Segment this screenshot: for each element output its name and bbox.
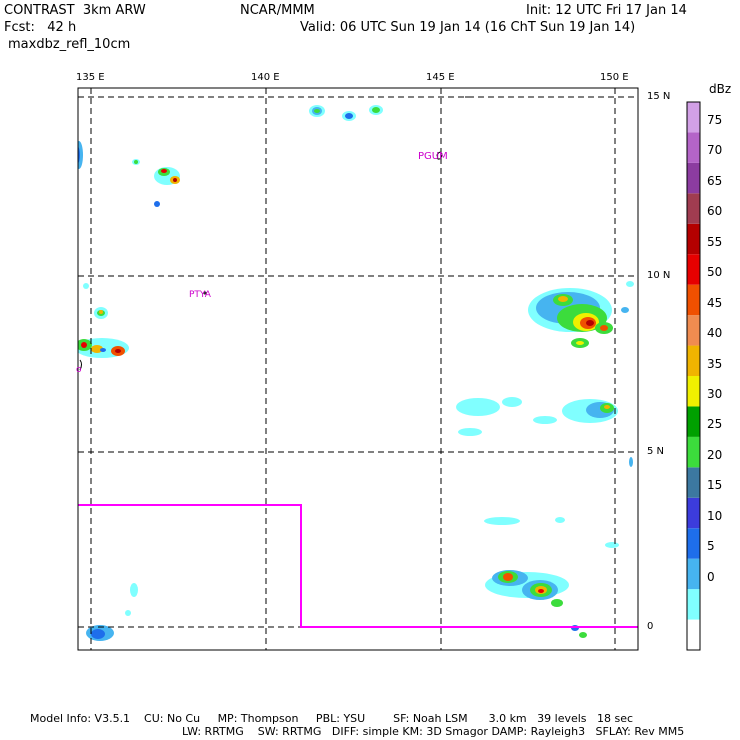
colorbar-tick-label: 25 (707, 417, 723, 432)
colorbar-swatch (687, 193, 700, 224)
colorbar-tick-label: 35 (707, 356, 723, 371)
colorbar-swatch (687, 315, 700, 346)
colorbar-swatch (687, 528, 700, 559)
lat-label-15n: 15 N (647, 91, 671, 102)
colorbar-tick-label: 55 (707, 234, 723, 249)
echo-cell (456, 397, 633, 467)
coastline (79, 96, 470, 371)
colorbar-swatch (687, 223, 700, 255)
colorbar-swatch (687, 619, 700, 650)
lat-label-5n: 5 N (647, 446, 665, 457)
colorbar-tick-label: 10 (707, 508, 723, 523)
colorbar-swatch (687, 102, 700, 133)
echo-cell (78, 141, 180, 207)
header-valid: Valid: 06 UTC Sun 19 Jan 14 (16 ChT Sun … (300, 20, 636, 35)
colorbar-tick-label: 50 (707, 265, 723, 280)
colorbar-swatch (687, 254, 700, 285)
model-info-line1: Model Info: V3.5.1 CU: No Cu MP: Thompso… (30, 712, 634, 725)
colorbar-swatch (687, 436, 700, 468)
colorbar-swatch (687, 132, 700, 163)
echo-cell (528, 281, 634, 348)
header-center: NCAR/MMM (240, 3, 315, 18)
colorbar-tick-label: 0 (707, 569, 715, 584)
header-forecast: Fcst: 42 h (4, 20, 77, 35)
colorbar-swatch (687, 376, 700, 407)
colorbar-tick-label: 70 (707, 143, 723, 158)
colorbar-swatch (687, 467, 700, 498)
colorbar-frame (686, 101, 701, 651)
colorbar-swatch (687, 345, 700, 376)
colorbar-tick-label: 45 (707, 295, 723, 310)
model-info-line2: LW: RRTMG SW: RRTMG DIFF: simple KM: 3D … (182, 725, 685, 738)
lon-label-140: 140 E (251, 72, 280, 83)
graticule (78, 88, 638, 650)
lon-label-150: 150 E (600, 72, 629, 83)
lat-label-0: 0 (647, 621, 654, 632)
echo-cell (86, 583, 138, 641)
colorbar-unit: dBz (709, 82, 732, 96)
header-product: CONTRAST 3km ARW (4, 3, 146, 18)
echo-cell (78, 283, 129, 358)
map-frame (77, 87, 639, 651)
colorbar-swatch (687, 558, 700, 590)
echo-cell (484, 517, 619, 638)
colorbar-swatch (687, 284, 700, 316)
station-marker: o (76, 365, 82, 375)
colorbar-swatch (687, 162, 700, 194)
colorbar-tick-label: 40 (707, 326, 723, 341)
station-label-pgum: PGUM (418, 151, 448, 162)
colorbar-tick-label: 15 (707, 478, 723, 493)
colorbar-swatch (687, 406, 700, 437)
colorbar-tick-label: 75 (707, 113, 723, 127)
station-label-ptya: PTYA (189, 290, 211, 300)
colorbar-tick-label: 5 (707, 539, 715, 554)
header-init: Init: 12 UTC Fri 17 Jan 14 (526, 3, 687, 18)
echo-layer (78, 105, 634, 641)
colorbar-swatch (687, 589, 700, 620)
colorbar-tick-label: 20 (707, 447, 723, 462)
colorbar-tick-label: 30 (707, 387, 723, 401)
lon-label-145: 145 E (426, 72, 455, 83)
colorbar-swatch (687, 497, 700, 529)
colorbar (686, 101, 701, 651)
colorbar-tick-label: 60 (707, 204, 723, 219)
lat-label-10n: 10 N (647, 270, 671, 281)
colorbar-tick-label: 65 (707, 173, 723, 188)
lon-label-135: 135 E (76, 72, 105, 83)
echo-cell (309, 105, 383, 121)
boundary-line (78, 504, 638, 628)
header-field: maxdbz_refl_10cm (8, 37, 131, 52)
